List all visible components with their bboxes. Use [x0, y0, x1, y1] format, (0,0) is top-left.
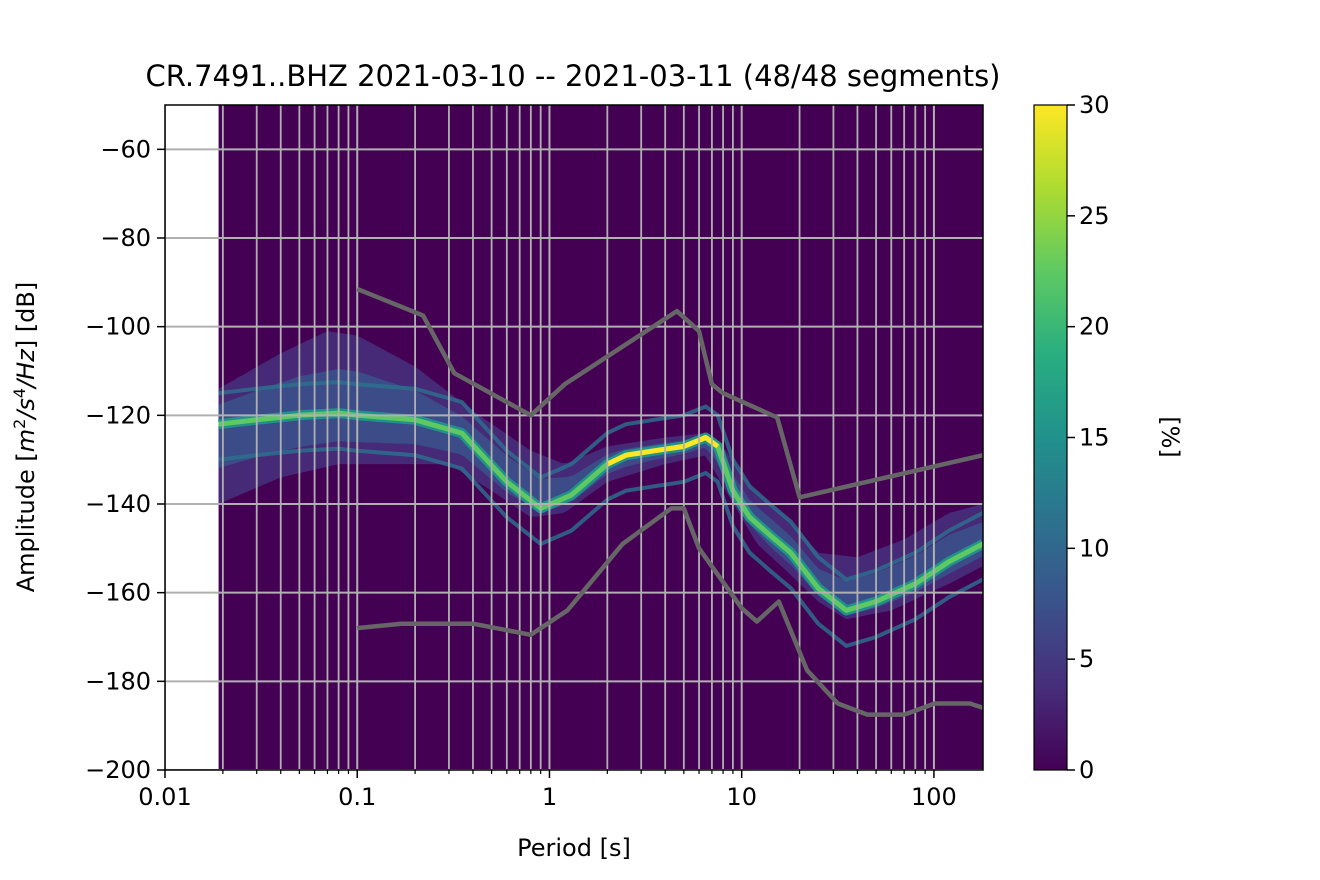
y-tick-label: −160 [85, 579, 151, 607]
x-axis-label: Period [s] [517, 834, 631, 862]
colorbar-tick-label: 0 [1079, 756, 1094, 784]
colorbar-gradient [1033, 104, 1068, 771]
colorbar-tick-label: 5 [1079, 645, 1094, 673]
y-tick-label: −80 [100, 224, 151, 252]
colorbar-tick-label: 15 [1079, 424, 1110, 452]
plot-area [164, 104, 984, 771]
y-axis: −60 −80 −100 −120 −140 −160 −180 −200 [85, 135, 165, 784]
colorbar-tick-label: 30 [1079, 91, 1110, 119]
colorbar-tick-label: 25 [1079, 202, 1110, 230]
x-axis: 0.01 0.1 1 10 100 [138, 770, 957, 811]
x-tick-label: 10 [726, 783, 757, 811]
low-noise-model-line [356, 506, 983, 717]
y-tick-label: −180 [85, 667, 151, 695]
x-tick-label: 1 [542, 783, 557, 811]
y-tick-label: −140 [85, 490, 151, 518]
y-tick-label: −200 [85, 756, 151, 784]
chart-title: CR.7491..BHZ 2021-03-10 -- 2021-03-11 (4… [146, 59, 1001, 93]
y-tick-label: −60 [100, 135, 151, 163]
y-axis-label: Amplitude [m2/s4/Hz] [dB] [10, 282, 40, 593]
x-tick-label: 0.01 [138, 783, 191, 811]
colorbar-tick-label: 10 [1079, 534, 1110, 562]
plot-frame [164, 104, 984, 771]
colorbar-tick-label: 20 [1079, 313, 1110, 341]
psd-trace-upper [218, 380, 983, 582]
x-tick-label: 0.1 [338, 783, 376, 811]
psd-trace-lower [218, 446, 983, 649]
x-tick-label: 100 [911, 783, 957, 811]
colorbar-label: [%] [1156, 416, 1184, 458]
y-tick-label: −100 [85, 313, 151, 341]
colorbar: 0 5 10 15 20 25 30 [%] [1033, 91, 1184, 784]
psd-peak-line [606, 435, 720, 467]
y-tick-label: −120 [85, 401, 151, 429]
high-noise-model-line [356, 286, 983, 500]
